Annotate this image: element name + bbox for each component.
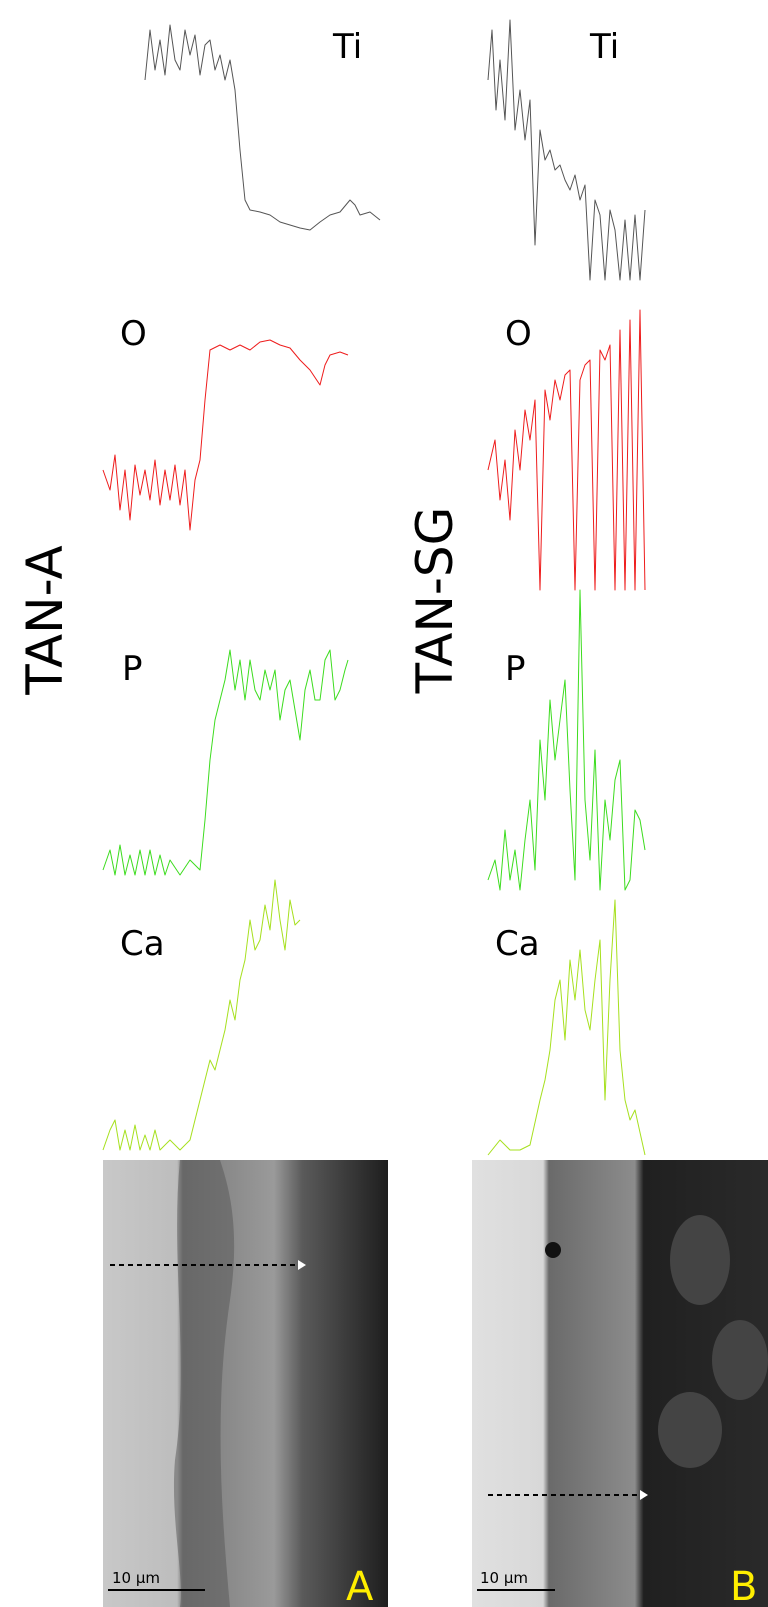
element-label: O bbox=[505, 314, 532, 354]
sem-feature bbox=[658, 1392, 722, 1468]
panel-label: A bbox=[346, 1564, 374, 1607]
p-trace bbox=[487, 589, 646, 891]
sem-feature bbox=[712, 1320, 768, 1400]
ca-trace bbox=[102, 879, 301, 1151]
scale-label: 10 µm bbox=[112, 1569, 160, 1587]
sem-feature bbox=[670, 1215, 730, 1305]
o-trace bbox=[487, 309, 646, 591]
ca-trace bbox=[487, 899, 646, 1156]
element-label: P bbox=[505, 649, 526, 689]
scan-arrow bbox=[298, 1260, 306, 1270]
ti-trace bbox=[487, 19, 646, 281]
sem-feature bbox=[173, 1160, 235, 1607]
panel-label: B bbox=[730, 1564, 757, 1607]
ti-trace bbox=[144, 24, 381, 231]
p-trace bbox=[102, 649, 349, 876]
element-label: P bbox=[122, 649, 143, 689]
o-trace bbox=[102, 339, 349, 531]
element-label: O bbox=[120, 314, 147, 354]
element-label: Ca bbox=[120, 924, 165, 964]
sem-image bbox=[103, 1160, 388, 1607]
element-label: Ti bbox=[589, 27, 619, 67]
column-label: TAN-A bbox=[16, 545, 74, 695]
scale-label: 10 µm bbox=[480, 1569, 528, 1587]
element-label: Ca bbox=[495, 924, 540, 964]
sem-feature bbox=[545, 1242, 561, 1258]
element-label: Ti bbox=[332, 27, 362, 67]
scan-arrow bbox=[640, 1490, 648, 1500]
column-label: TAN-SG bbox=[406, 507, 464, 695]
